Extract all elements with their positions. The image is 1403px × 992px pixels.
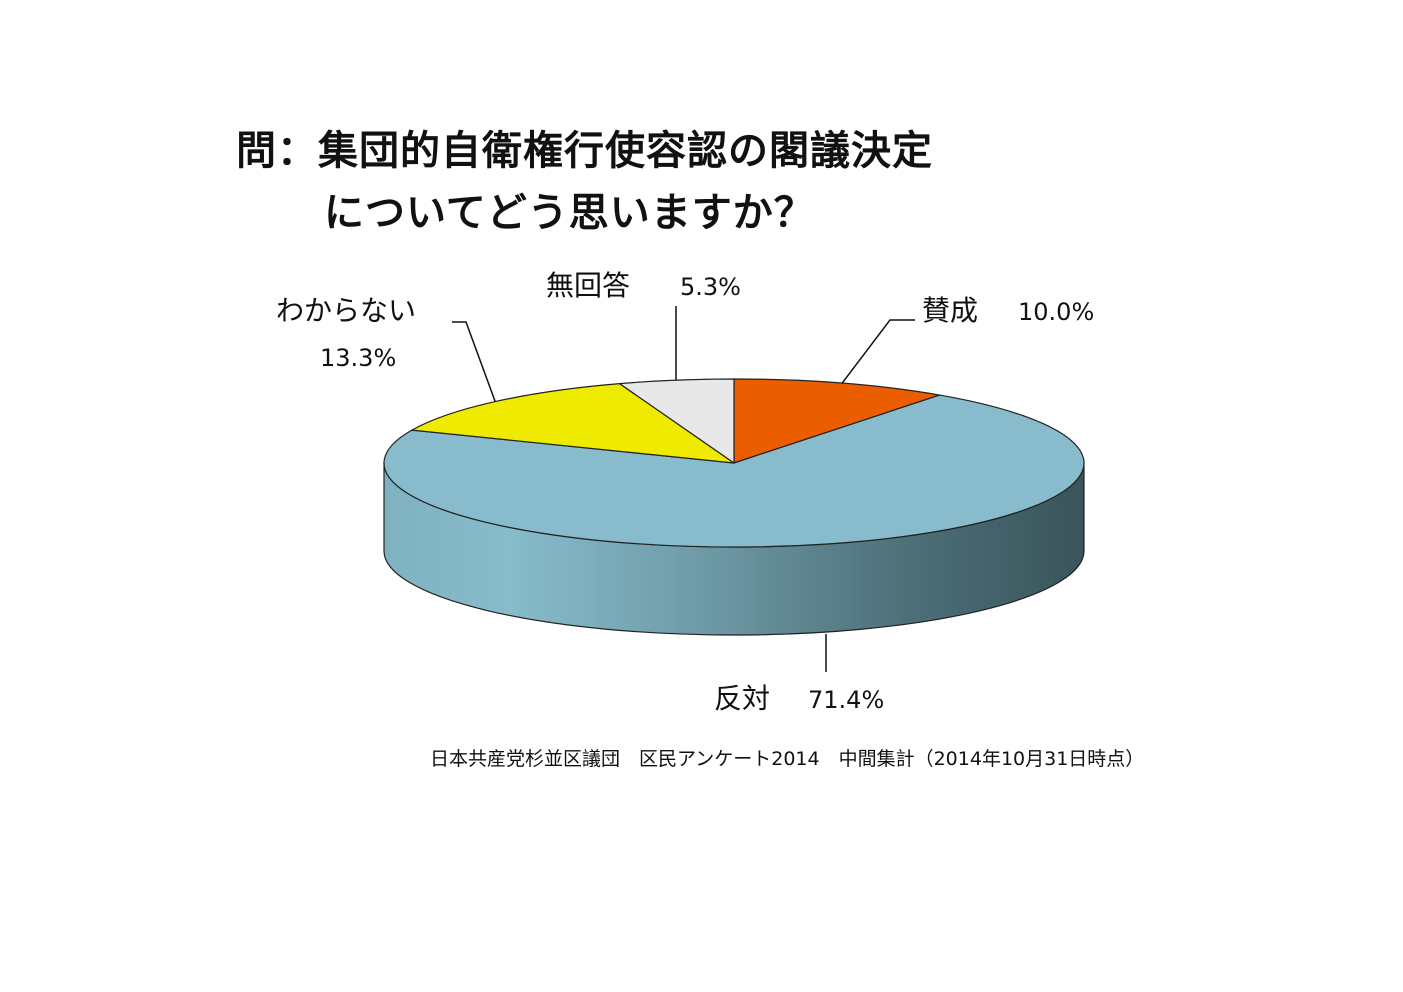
leader-line: [452, 321, 496, 402]
chart-title-line1: 問：集団的自衛権行使容認の閣議決定: [236, 127, 933, 174]
pie-slice: [733, 378, 940, 464]
pie-slice: [617, 378, 735, 465]
slice-label-name: 無回答: [546, 269, 630, 302]
slice-label-name: 賛成: [922, 294, 978, 327]
source-note: 日本共産党杉並区議団 区民アンケート2014 中間集計（2014年10月31日時…: [430, 748, 1145, 770]
slice-label-value: 5.3%: [680, 273, 741, 301]
slice-label-name: 反対: [714, 682, 770, 715]
slice-label-value: 10.0%: [1018, 298, 1094, 326]
pie-slice: [383, 394, 1085, 548]
chart-title-line2: についてどう思いますか？: [324, 189, 815, 236]
slice-label-name: わからない: [276, 294, 416, 327]
slice-label-value: 13.3%: [320, 344, 396, 372]
leader-line: [841, 319, 915, 384]
pie-leader-lines: [452, 305, 915, 672]
pie-slice: [409, 382, 735, 464]
pie-top: [383, 378, 1085, 548]
slice-label-value: 71.4%: [808, 686, 884, 714]
